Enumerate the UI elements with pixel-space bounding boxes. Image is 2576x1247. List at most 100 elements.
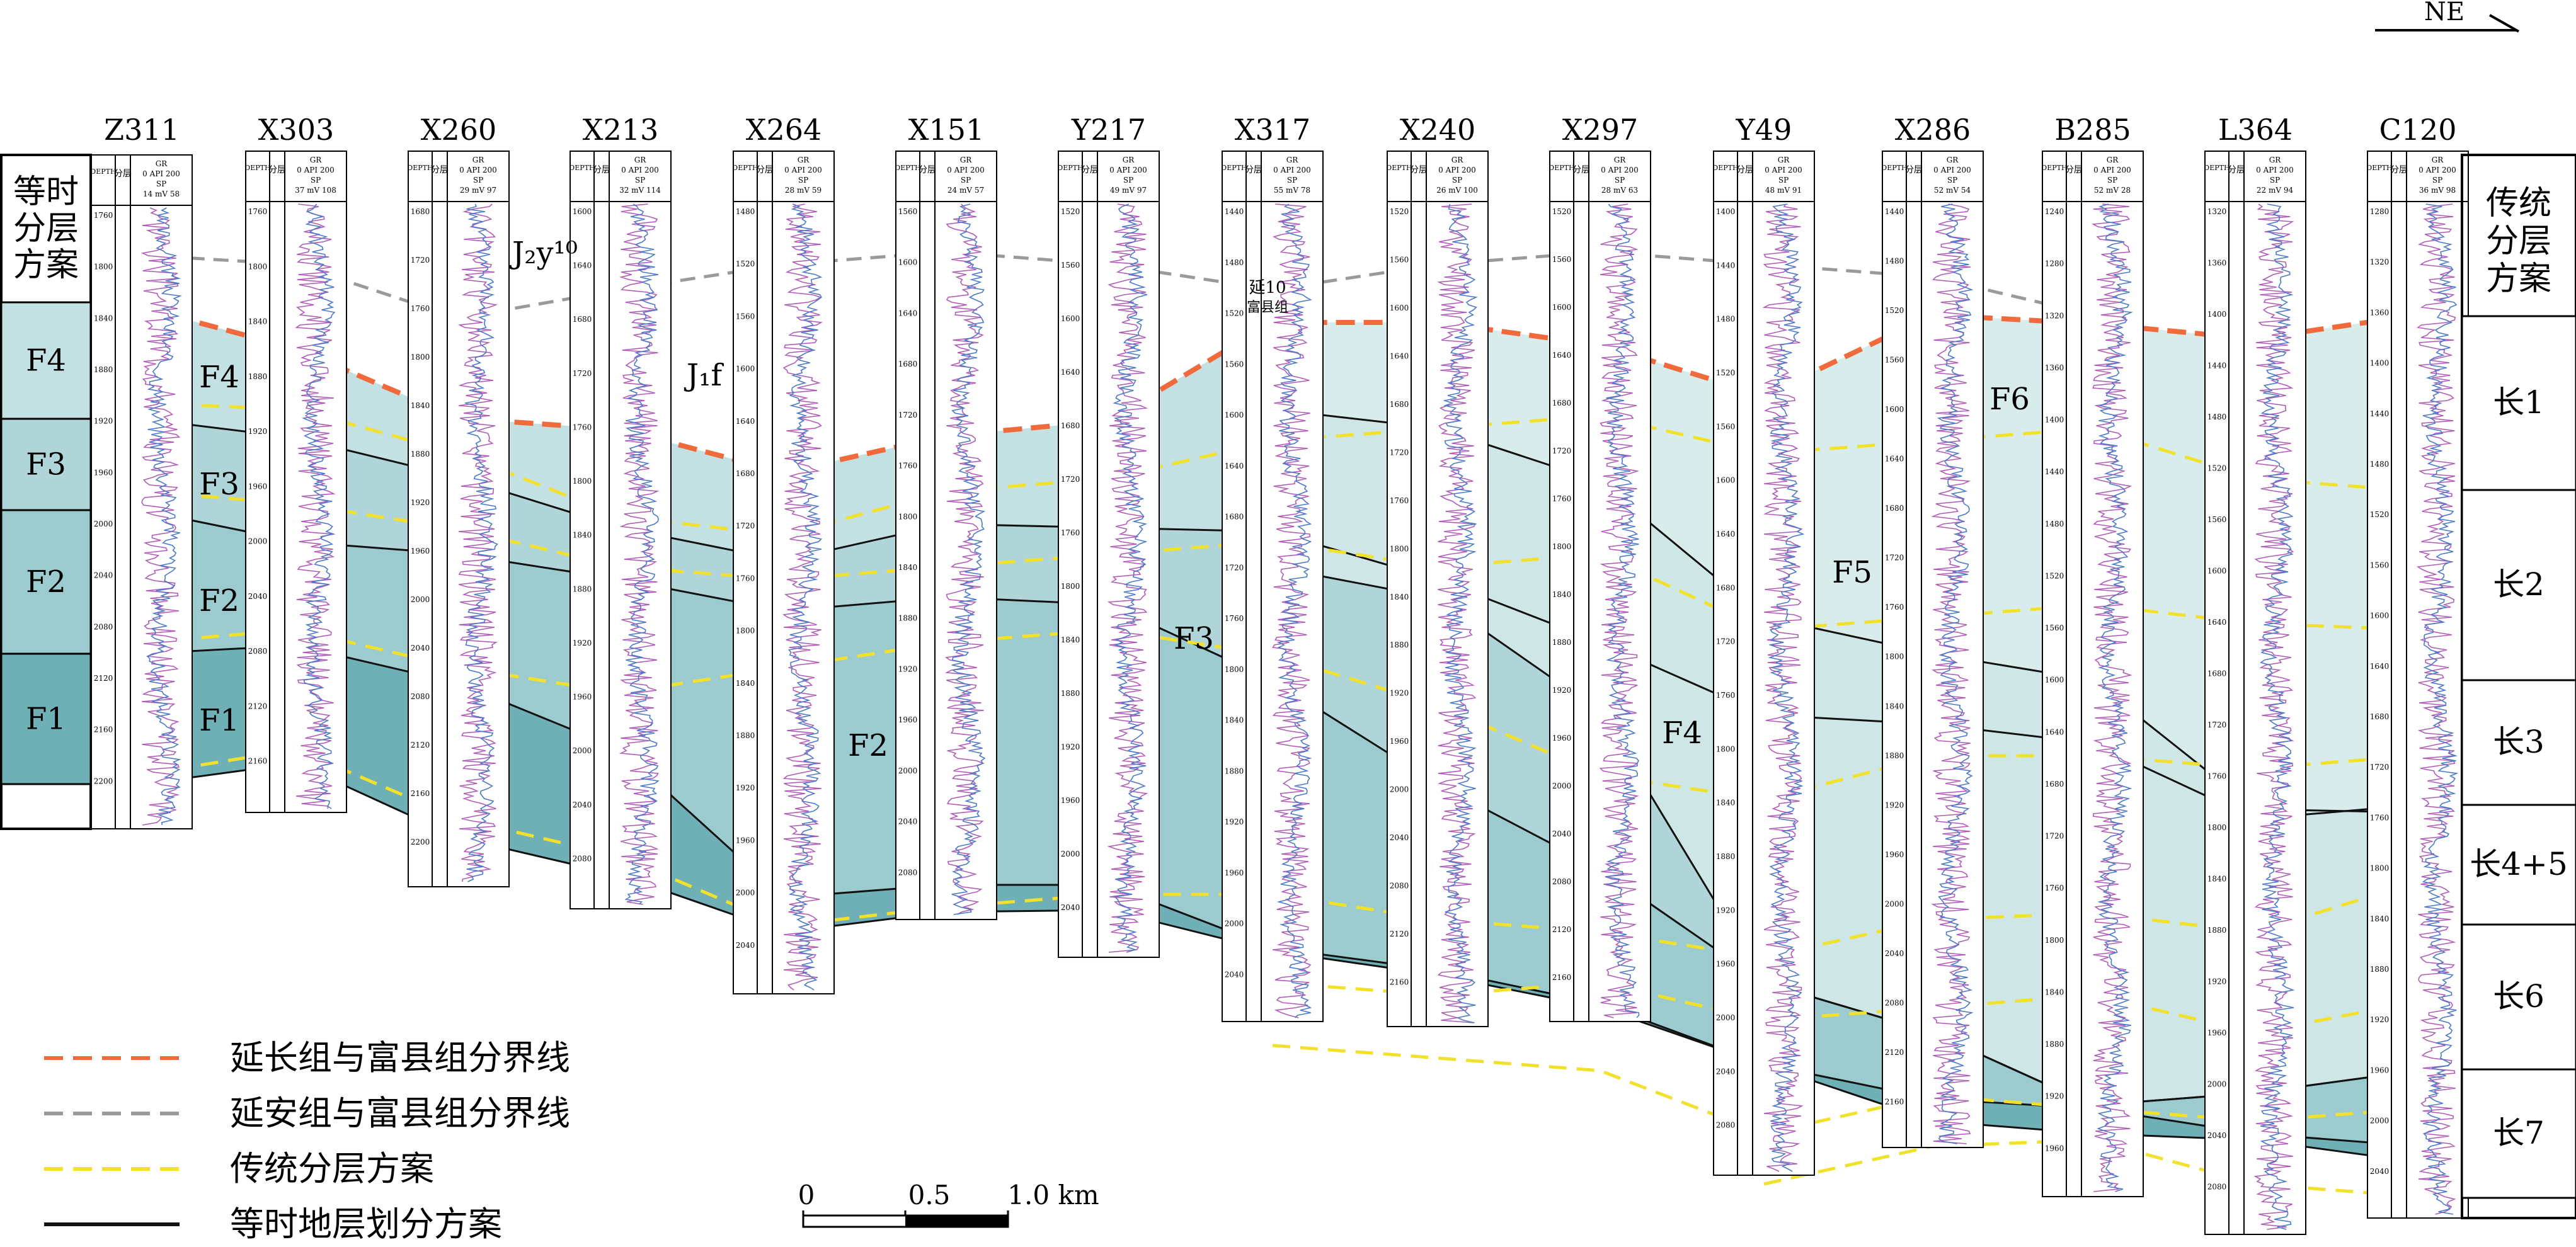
well-layer-text-yan10: 延10 [1249, 278, 1286, 297]
depth-tick-label: 1920 [2370, 1015, 2390, 1024]
depth-tick-label: 1880 [2207, 926, 2227, 935]
depth-tick-label: 2000 [2370, 1117, 2390, 1125]
sp-curve [1443, 203, 1478, 1023]
depth-tick-label: 1520 [2045, 571, 2064, 580]
depth-tick-label: 1600 [736, 365, 755, 373]
right-traditional-scheme-column: 传统 分层 方案 长1 长2 长3 长4+5 长6 长7 [2461, 154, 2576, 1219]
depth-tick-label: 2040 [1716, 1067, 1736, 1076]
traditional-boundary-1 [91, 401, 2462, 537]
depth-tick-label: 1880 [2045, 1040, 2064, 1049]
depth-tick-label: 1840 [1061, 635, 1080, 644]
sp-curve [464, 203, 498, 882]
left-scheme-title-3: 方案 [13, 246, 79, 284]
curve-scale-label: SP [1287, 176, 1297, 185]
layer-track-header: 分层 [1736, 165, 1754, 175]
curve-scale-label: SP [635, 176, 645, 185]
depth-tick-label: 1920 [94, 417, 113, 426]
depth-tick-label: 1520 [1552, 207, 1572, 216]
depth-tick-label: 1880 [94, 365, 113, 374]
depth-tick-label: 1680 [1885, 504, 1904, 513]
curve-scale-label: GR [1778, 156, 1790, 164]
depth-tick-label: 2040 [411, 644, 430, 652]
depth-track-header: DEPTH [1057, 164, 1083, 172]
layer-track-header: 分层 [1245, 165, 1262, 175]
section-labels: F4 F3 F2 F1 F2 F3 F4 F5 F6 J₂y¹⁰ J₁f 延10 富县组 [199, 236, 2030, 763]
depth-tick-label: 1840 [1225, 716, 1244, 725]
well-name: C120 [2379, 113, 2457, 147]
well-name: Z311 [104, 113, 180, 147]
depth-tick-label: 1520 [1061, 207, 1080, 216]
depth-tick-label: 2120 [1885, 1048, 1904, 1057]
depth-tick-label: 1680 [1552, 399, 1572, 407]
depth-tick-label: 1880 [1225, 766, 1244, 775]
depth-tick-label: 1440 [1225, 207, 1244, 216]
curve-scale-label: GR [1947, 156, 1959, 164]
left-scheme-cell [0, 301, 92, 420]
depth-tick-label: 2000 [411, 595, 430, 604]
curve-scale-label: GR [310, 156, 323, 164]
depth-tick-label: 1480 [736, 207, 755, 216]
depth-tick-label: 1600 [1061, 314, 1080, 323]
depth-tick-label: 2040 [1885, 949, 1904, 958]
depth-tick-label: 1720 [2370, 763, 2390, 772]
depth-tick-label: 1640 [573, 261, 592, 270]
depth-tick-label: 1560 [898, 207, 918, 216]
curve-scale-label: GR [2269, 156, 2282, 164]
scale-label-05: 0.5 [908, 1180, 951, 1210]
depth-tick-label: 2080 [1390, 882, 1409, 891]
formation-label-fuxian: J₁f [684, 358, 724, 393]
curve-scale-label: 0 API 200 [142, 169, 180, 178]
sp-curve [146, 207, 182, 826]
depth-tick-label: 1720 [1552, 447, 1572, 455]
depth-tick-label: 1720 [2207, 720, 2227, 729]
depth-tick-label: 1840 [1716, 799, 1736, 807]
depth-tick-label: 1760 [736, 574, 755, 583]
depth-tick-label: 1840 [411, 401, 430, 410]
depth-tick-label: 2080 [1552, 877, 1572, 886]
well-name: B285 [2054, 113, 2131, 147]
depth-tick-label: 2000 [898, 766, 918, 775]
curve-scale-label: 22 mV 94 [2257, 186, 2294, 195]
well-name: X151 [908, 113, 985, 147]
depth-tick-label: 2000 [736, 889, 755, 897]
curve-scale-label: 0 API 200 [1273, 166, 1311, 174]
depth-tick-label: 1960 [94, 468, 113, 477]
depth-tick-label: 2000 [1061, 850, 1080, 858]
curve-scale-label: GR [1286, 156, 1299, 164]
depth-tick-label: 1680 [898, 360, 918, 368]
depth-tick-label: 1360 [2207, 259, 2227, 268]
right-scheme-title-3: 方案 [2486, 260, 2551, 298]
depth-tick-label: 1920 [1390, 689, 1409, 698]
depth-tick-label: 1760 [1225, 614, 1244, 623]
left-scheme-cell [0, 418, 92, 511]
curve-scale-label: 28 mV 59 [785, 186, 821, 195]
depth-tick-label: 2080 [573, 854, 592, 863]
depth-tick-label: 1960 [1716, 960, 1736, 969]
gr-curve [1437, 203, 1477, 1023]
curve-scale-label: 0 API 200 [621, 166, 659, 174]
depth-tick-label: 1920 [2045, 1092, 2064, 1101]
depth-tick-label: 1760 [2045, 884, 2064, 892]
depth-tick-label: 1560 [2045, 624, 2064, 632]
depth-tick-label: 2080 [94, 622, 113, 631]
depth-tick-label: 2080 [248, 647, 268, 656]
depth-tick-label: 1920 [2207, 977, 2227, 986]
sp-curve [1276, 203, 1312, 1018]
depth-tick-label: 1520 [2370, 510, 2390, 519]
depth-tick-label: 1720 [573, 369, 592, 378]
gr-curve [457, 203, 498, 882]
depth-tick-label: 1760 [573, 423, 592, 431]
curve-scale-label: SP [2432, 176, 2442, 185]
depth-tick-label: 2200 [94, 777, 113, 785]
depth-tick-label: 2000 [1552, 782, 1572, 790]
depth-tick-label: 1880 [1552, 638, 1572, 647]
depth-tick-label: 1960 [736, 836, 755, 845]
curve-scale-label: 26 mV 100 [1436, 186, 1478, 195]
depth-tick-label: 1320 [2370, 258, 2390, 266]
curve-scale-label: SP [311, 176, 321, 185]
